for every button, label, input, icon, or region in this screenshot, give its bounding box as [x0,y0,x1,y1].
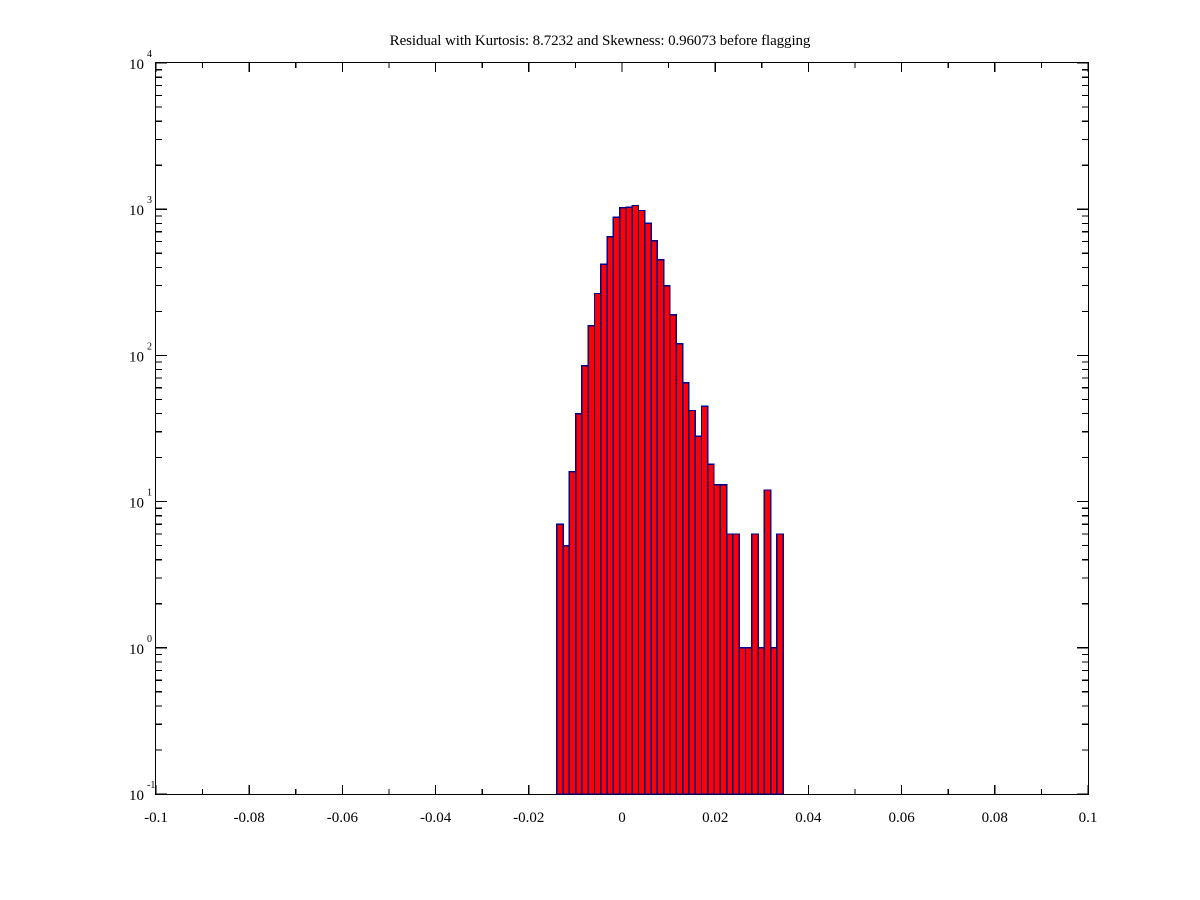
histogram-bar [713,484,722,795]
histogram-bar [769,647,778,795]
y-axis-ticks [156,62,1088,795]
y-tick-label-mantissa: 10 [129,642,144,658]
histogram-bar [587,324,596,795]
histogram-bar [625,206,633,795]
histogram-bar [663,284,671,795]
y-tick-label-exponent: -1 [147,780,155,791]
histogram-bar [681,382,690,795]
x-tick-label: 0.02 [702,810,728,826]
y-tick-label-exponent: 1 [147,488,152,499]
histogram-bar [631,204,640,795]
histogram-bar [650,239,659,795]
histogram-bar [725,533,734,795]
histogram-bar [776,533,784,795]
histogram-bar [688,409,696,795]
histogram-bars [556,204,784,795]
histogram-bar [618,207,627,795]
chart-title: Residual with Kurtosis: 8.7232 and Skewn… [389,33,811,49]
histogram-bar [612,216,621,795]
histogram-bar [732,533,740,795]
histogram-bar [738,647,747,795]
histogram-bar [719,484,728,795]
y-tick-label-exponent: 4 [147,49,152,60]
histogram-bar [656,259,665,795]
histogram-bar [757,647,766,795]
histogram-bar [751,533,759,795]
x-tick-label: -0.08 [234,810,265,826]
histogram-bar [707,463,715,795]
x-tick-label: 0 [618,810,626,826]
histogram-bar [744,647,753,795]
histogram-bar [593,292,602,795]
x-tick-label: -0.02 [513,810,544,826]
y-tick-label-exponent: 3 [147,195,152,206]
histogram-bar [568,471,577,795]
y-tick-label-mantissa: 10 [129,57,144,73]
x-tick-label: 0.08 [982,810,1008,826]
y-tick-label-mantissa: 10 [129,203,144,219]
histogram-bar [700,405,709,795]
x-tick-label: -0.04 [420,810,452,826]
histogram-bar [606,235,615,795]
histogram-bar [581,365,589,795]
histogram-bar [574,412,583,795]
histogram-bar [600,263,608,795]
x-tick-label: 0.06 [888,810,915,826]
x-tick-label: -0.1 [144,810,168,826]
histogram-bar [637,209,646,795]
x-axis-tick-labels: -0.1 -0.08 -0.06 -0.04 -0.02 0 0.02 0.04 0.06 0.0… [144,810,1097,826]
histogram-bar [669,313,677,795]
y-tick-label-exponent: 2 [147,341,152,352]
y-tick-label-exponent: 0 [147,634,152,645]
y-tick-label-mantissa: 10 [129,788,144,804]
histogram-bar [763,489,772,795]
x-tick-label: -0.06 [327,810,359,826]
histogram-bar [644,222,652,795]
x-tick-label: 0.04 [795,810,822,826]
histogram-bar [675,343,684,795]
histogram-bar [694,435,703,795]
histogram-bar [556,523,564,795]
y-tick-label-mantissa: 10 [129,349,144,365]
y-tick-label-mantissa: 10 [129,496,144,512]
histogram-bar [562,544,571,795]
x-tick-label: 0.1 [1079,810,1098,826]
